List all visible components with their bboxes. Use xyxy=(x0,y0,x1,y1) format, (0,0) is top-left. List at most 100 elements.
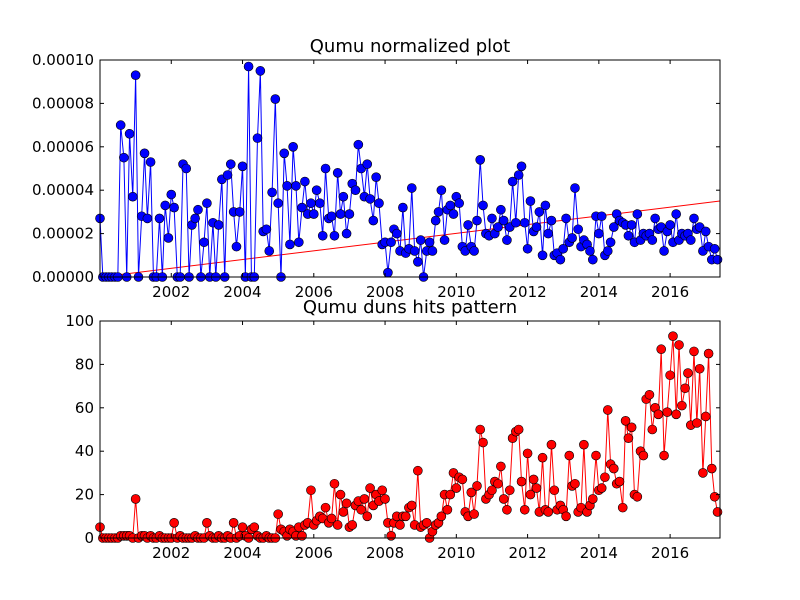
marker xyxy=(712,254,723,265)
marker xyxy=(130,494,141,504)
marker xyxy=(421,518,432,528)
marker xyxy=(665,370,675,381)
x-tick-label: 2012 xyxy=(508,283,546,301)
marker xyxy=(353,139,364,150)
marker xyxy=(169,518,179,528)
marker xyxy=(160,200,171,211)
marker xyxy=(546,439,557,450)
marker xyxy=(237,161,248,172)
marker xyxy=(442,504,453,515)
marker xyxy=(466,487,477,498)
marker xyxy=(596,483,607,493)
marker xyxy=(436,511,447,522)
marker xyxy=(632,491,643,502)
chart-title: Qumu duns hits pattern xyxy=(303,297,517,318)
marker xyxy=(502,235,512,245)
y-tick-label: 0 xyxy=(84,529,94,547)
marker xyxy=(558,243,569,254)
marker xyxy=(650,213,660,224)
marker xyxy=(222,170,233,180)
marker xyxy=(279,148,290,159)
marker xyxy=(362,511,373,522)
marker xyxy=(579,439,589,450)
marker xyxy=(291,181,301,191)
marker xyxy=(386,531,396,541)
marker xyxy=(700,226,711,237)
marker xyxy=(605,237,616,248)
marker xyxy=(707,463,717,474)
marker xyxy=(365,483,375,493)
marker xyxy=(692,418,702,428)
marker xyxy=(228,518,239,528)
x-tick-label: 2010 xyxy=(437,283,475,301)
marker xyxy=(549,485,560,496)
marker xyxy=(626,220,637,230)
x-tick-label: 2004 xyxy=(223,544,261,562)
marker xyxy=(609,463,619,474)
marker xyxy=(320,163,331,174)
marker xyxy=(659,450,669,461)
marker xyxy=(315,198,325,209)
marker xyxy=(347,520,358,530)
y-tick-label: 0.00002 xyxy=(32,225,94,243)
marker xyxy=(570,183,580,193)
marker xyxy=(614,476,625,487)
marker xyxy=(400,511,411,522)
marker xyxy=(362,159,373,169)
x-tick-label: 2004 xyxy=(223,283,261,301)
marker xyxy=(297,531,307,541)
marker xyxy=(561,213,571,224)
marker xyxy=(294,237,304,248)
marker xyxy=(502,504,512,515)
marker xyxy=(537,452,548,463)
y-tick-label: 0.00004 xyxy=(32,181,94,199)
marker xyxy=(190,213,200,224)
x-tick-label: 2002 xyxy=(152,544,190,562)
marker xyxy=(478,437,488,448)
marker xyxy=(234,207,245,217)
y-tick-label: 0.00010 xyxy=(32,51,94,69)
marker xyxy=(638,450,649,461)
marker xyxy=(475,155,485,165)
marker xyxy=(273,509,283,519)
marker xyxy=(525,196,536,206)
marker xyxy=(130,70,141,80)
marker xyxy=(255,66,266,76)
marker xyxy=(329,230,340,241)
marker xyxy=(300,176,310,187)
marker xyxy=(709,243,720,254)
marker xyxy=(424,237,435,248)
marker xyxy=(596,211,607,222)
marker xyxy=(647,235,658,245)
marker xyxy=(409,246,420,256)
marker xyxy=(380,494,390,504)
marker xyxy=(700,411,711,422)
marker xyxy=(498,215,509,226)
marker xyxy=(665,220,675,230)
y-tick-label: 60 xyxy=(75,399,94,417)
marker xyxy=(115,120,126,130)
marker xyxy=(249,522,260,532)
marker xyxy=(516,476,527,487)
x-tick-label: 2008 xyxy=(366,283,404,301)
x-tick-label: 2016 xyxy=(651,283,689,301)
y-tick-label: 100 xyxy=(65,312,94,330)
marker xyxy=(522,448,533,459)
marker xyxy=(199,237,209,248)
marker xyxy=(513,424,524,435)
marker xyxy=(308,209,319,219)
marker xyxy=(469,246,479,256)
marker xyxy=(306,198,316,209)
marker xyxy=(282,181,292,191)
marker xyxy=(285,239,295,250)
marker xyxy=(297,202,307,213)
marker xyxy=(546,215,557,226)
marker xyxy=(356,504,366,515)
axes-frame xyxy=(99,320,721,539)
marker xyxy=(202,198,212,209)
marker xyxy=(698,468,708,478)
marker xyxy=(311,185,322,195)
marker xyxy=(537,250,548,261)
marker xyxy=(587,494,598,504)
marker xyxy=(154,213,165,224)
